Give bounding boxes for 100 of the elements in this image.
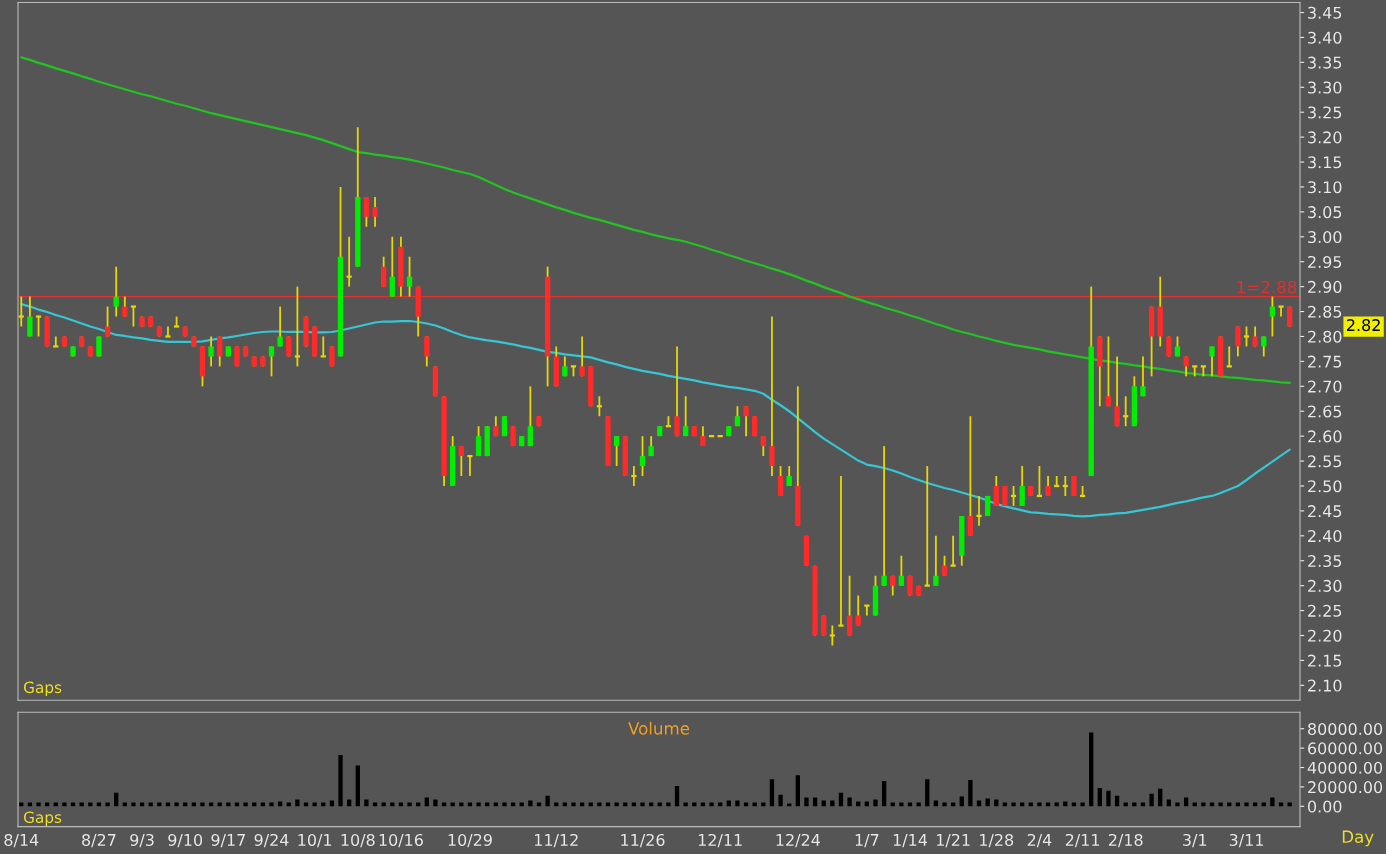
bar [139, 802, 145, 807]
bar [795, 775, 800, 807]
bar [36, 802, 41, 807]
bar [700, 802, 706, 807]
x-tick-label: 11/12 [534, 833, 578, 848]
bar [1063, 801, 1068, 807]
x-tick-label: 8/14 [4, 833, 39, 848]
candlestick [1140, 355, 1146, 398]
bar [985, 798, 990, 807]
candlestick [1209, 345, 1215, 378]
bar [787, 803, 792, 807]
bar [769, 779, 775, 807]
bar [1028, 802, 1033, 807]
bar [1132, 802, 1137, 807]
y-tick-label: 3.00 [1308, 231, 1342, 244]
y-tick-label: 3.05 [1308, 206, 1342, 219]
y-tick-label: 2.65 [1308, 405, 1342, 418]
bar [1175, 802, 1180, 807]
bar [390, 802, 395, 807]
bar [519, 802, 524, 807]
bar [804, 797, 809, 807]
bar [183, 802, 188, 807]
bar [131, 802, 136, 807]
bar [597, 802, 602, 807]
bar [1071, 802, 1077, 807]
candlestick [1114, 355, 1120, 428]
bar [467, 802, 473, 807]
bar [1054, 802, 1059, 807]
ref-line-label: 1=2.88 [1237, 280, 1297, 294]
bar [1123, 802, 1128, 807]
candlestick [466, 454, 474, 477]
bar [407, 802, 412, 807]
bar [79, 802, 84, 807]
bar [1140, 802, 1146, 807]
bar [338, 754, 343, 807]
y-tick-label: 20000.00 [1308, 781, 1383, 794]
bar [726, 800, 731, 807]
bar [657, 802, 662, 807]
bar [1002, 802, 1008, 807]
y-tick-label: 2.35 [1308, 554, 1342, 568]
bar [493, 802, 498, 807]
bar [1209, 802, 1215, 807]
candlestick [975, 495, 983, 527]
bar [433, 799, 438, 807]
bar [1235, 802, 1241, 807]
bar [743, 802, 749, 807]
bar [260, 802, 266, 807]
candlestick [268, 345, 275, 378]
bar [545, 795, 550, 807]
candlestick [113, 265, 119, 318]
candlestick [389, 235, 395, 298]
bar [510, 802, 516, 807]
bar [735, 800, 740, 807]
candlestick [458, 445, 464, 477]
bar [191, 802, 196, 807]
candlestick [277, 305, 283, 348]
bar [1011, 802, 1016, 807]
bar [122, 802, 127, 807]
bar [821, 800, 826, 807]
annotation: Gaps [23, 681, 62, 697]
bar [234, 802, 240, 807]
bar [1244, 802, 1249, 807]
x-tick-label: 3/1 [1183, 833, 1207, 848]
text: 2.82 [1347, 319, 1380, 332]
y-tick-label: 3.45 [1308, 6, 1342, 19]
y-tick-label: 2.80 [1308, 330, 1342, 343]
bar [1149, 793, 1154, 807]
bar [1218, 802, 1223, 807]
x-tick-label: 12/11 [698, 833, 742, 848]
bar [925, 779, 930, 807]
candlestick [786, 465, 792, 487]
y-tick-label: 3.20 [1308, 131, 1342, 144]
bar [70, 802, 76, 807]
y-tick-label: 2.50 [1308, 480, 1342, 493]
candlestick [743, 405, 749, 438]
bar [476, 802, 481, 807]
y-tick-label: 2.85 [1308, 305, 1342, 318]
bar [148, 802, 153, 807]
y-tick-label: 2.70 [1308, 380, 1342, 393]
bar [1252, 802, 1258, 807]
bar [45, 802, 50, 807]
bar [692, 802, 697, 807]
bar [856, 801, 861, 807]
candlestick [1019, 465, 1025, 507]
bar [88, 802, 93, 807]
y-tick-label: 3.40 [1308, 31, 1342, 44]
bar [416, 802, 421, 807]
bar [830, 800, 835, 807]
bar [27, 802, 33, 807]
bar [1097, 787, 1102, 807]
candlestick [27, 295, 33, 338]
bar [1201, 802, 1206, 807]
y-tick-label: 2.10 [1308, 679, 1342, 692]
x-tick-label: 9/3 [130, 833, 154, 848]
bar [942, 802, 947, 807]
bar [968, 780, 973, 807]
y-tick-label: 2.15 [1308, 654, 1342, 667]
bar [562, 802, 568, 807]
candlestick [1071, 475, 1077, 497]
y-tick-label: 2.45 [1308, 505, 1342, 518]
